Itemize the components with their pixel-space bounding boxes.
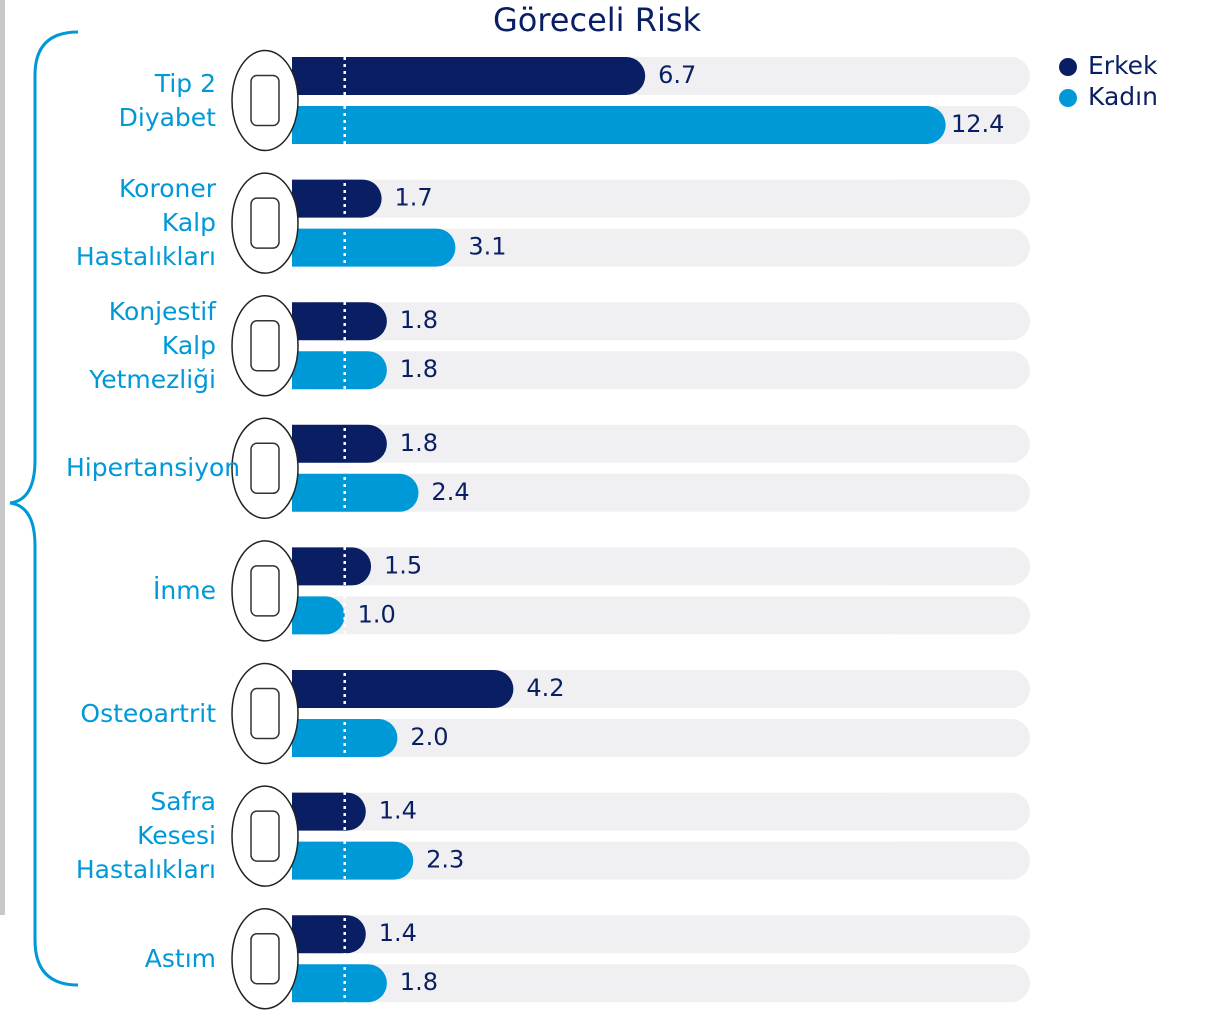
category-label: Hipertansiyon (66, 453, 241, 483)
icon (250, 932, 280, 985)
track (292, 228, 1030, 267)
track (292, 547, 1030, 586)
bar (292, 302, 387, 341)
value-label: 1.5 (384, 551, 422, 579)
icon-circle (231, 907, 299, 1010)
icon-circle (231, 417, 299, 520)
category-label: Osteoartrit (80, 698, 216, 728)
bar (292, 841, 414, 880)
icon (250, 319, 280, 372)
bar (292, 228, 456, 267)
value-label: 1.8 (400, 355, 438, 383)
bar (292, 473, 419, 512)
bar (292, 106, 946, 144)
icon (250, 197, 280, 249)
category-label: Astım (144, 943, 216, 973)
bar (292, 670, 514, 708)
value-label: 12.4 (951, 110, 1004, 138)
track (292, 179, 1030, 218)
category-label: İnme (153, 575, 216, 605)
legend-swatch (1059, 89, 1077, 107)
value-label: 3.1 (468, 233, 506, 261)
track (292, 424, 1030, 463)
track (292, 596, 1030, 635)
icon-circle (231, 662, 299, 765)
icon (250, 687, 280, 740)
bar (292, 179, 382, 218)
bar (292, 596, 345, 635)
track (292, 351, 1030, 390)
value-label: 2.0 (410, 723, 448, 751)
value-label: 1.4 (379, 919, 417, 947)
icon-circle (231, 540, 299, 642)
value-label: 1.0 (358, 600, 396, 628)
bar (292, 915, 366, 954)
chart-title: Göreceli Risk (493, 1, 702, 39)
icon (250, 442, 280, 495)
value-label: 1.8 (400, 306, 438, 334)
category-label: Koroner Kalp Hastalıkları (75, 174, 216, 272)
value-label: 1.4 (379, 797, 417, 825)
track (292, 473, 1030, 512)
bar (292, 57, 646, 95)
track (292, 302, 1030, 341)
category-label: Konjestif Kalp Yetmezliği (89, 296, 216, 394)
legend-label: Kadın (1088, 82, 1158, 111)
icon (250, 74, 280, 127)
legend-label: Erkek (1088, 51, 1158, 80)
bracket (9, 30, 79, 987)
track (292, 964, 1030, 1003)
icon-circle (231, 785, 299, 887)
icon-circle (231, 49, 299, 152)
bar (292, 547, 372, 586)
bar (292, 792, 366, 831)
value-label: 1.8 (400, 429, 438, 457)
bar (292, 351, 387, 390)
legend-swatch (1059, 58, 1077, 76)
value-label: 2.4 (431, 478, 469, 506)
icon-circle (231, 172, 299, 274)
value-label: 6.7 (658, 61, 696, 89)
bar (292, 424, 387, 463)
category-label: Safra Kesesi Hastalıkları (75, 787, 216, 885)
side-strip (0, 0, 5, 915)
bar (292, 964, 387, 1003)
track (292, 915, 1030, 954)
track (292, 719, 1030, 757)
value-label: 1.8 (400, 968, 438, 996)
track (292, 841, 1030, 880)
category-label: Tip 2 Diyabet (118, 68, 216, 132)
value-label: 1.7 (395, 184, 433, 212)
value-label: 4.2 (526, 674, 564, 702)
icon-circle (231, 294, 299, 397)
icon (250, 565, 280, 617)
icon (250, 810, 280, 862)
value-label: 2.3 (426, 846, 464, 874)
track (292, 792, 1030, 831)
